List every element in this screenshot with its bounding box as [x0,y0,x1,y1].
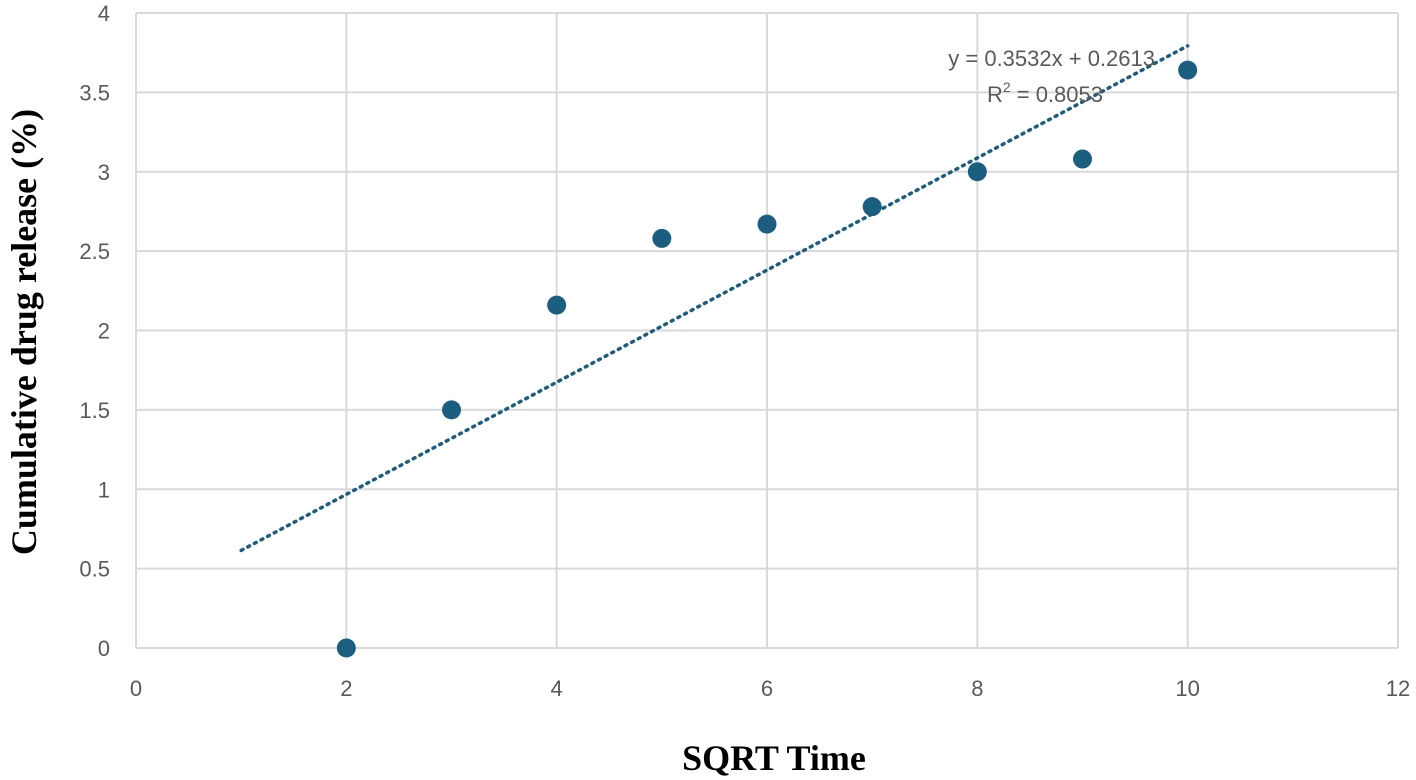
x-tick-label: 6 [761,676,773,701]
x-tick-labels: 0 2 4 6 8 10 12 [130,676,1410,701]
y-tick-label: 4 [98,1,110,26]
data-point [547,295,567,315]
data-point [336,638,356,658]
x-tick-label: 10 [1175,676,1199,701]
r2-superscript: 2 [1003,79,1011,95]
y-tick-label: 0.5 [79,557,110,582]
y-tick-label: 3 [98,160,110,185]
data-point [757,214,777,234]
data-points [336,60,1198,658]
data-point [967,162,987,182]
x-tick-label: 12 [1386,676,1410,701]
r2-prefix: R [987,82,1003,107]
data-point [442,400,461,420]
y-tick-labels: 0 0.5 1 1.5 2 2.5 3 3.5 4 [79,1,110,661]
r2-value: = 0.8053 [1011,82,1103,107]
data-point [1073,149,1092,169]
data-point [862,197,882,217]
trendline [239,44,1190,553]
data-point [652,228,672,248]
y-tick-label: 2 [98,319,110,344]
trendline-r-squared: R2 = 0.8053 [987,79,1103,107]
x-tick-label: 0 [130,676,142,701]
trendline-equation: y = 0.3532x + 0.2613 [948,46,1155,71]
x-tick-label: 4 [551,676,563,701]
data-point [1178,60,1198,80]
x-tick-label: 2 [340,676,352,701]
y-tick-label: 2.5 [79,239,110,264]
y-tick-label: 0 [98,636,110,661]
y-tick-label: 3.5 [79,80,110,105]
y-axis-title: Cumulative drug release (%) [4,109,44,555]
trendline-layer [239,44,1190,553]
x-tick-label: 8 [971,676,983,701]
y-tick-label: 1 [98,477,110,502]
y-tick-label: 1.5 [79,398,110,423]
gridlines [135,12,1399,649]
x-axis-title: SQRT Time [682,738,866,778]
